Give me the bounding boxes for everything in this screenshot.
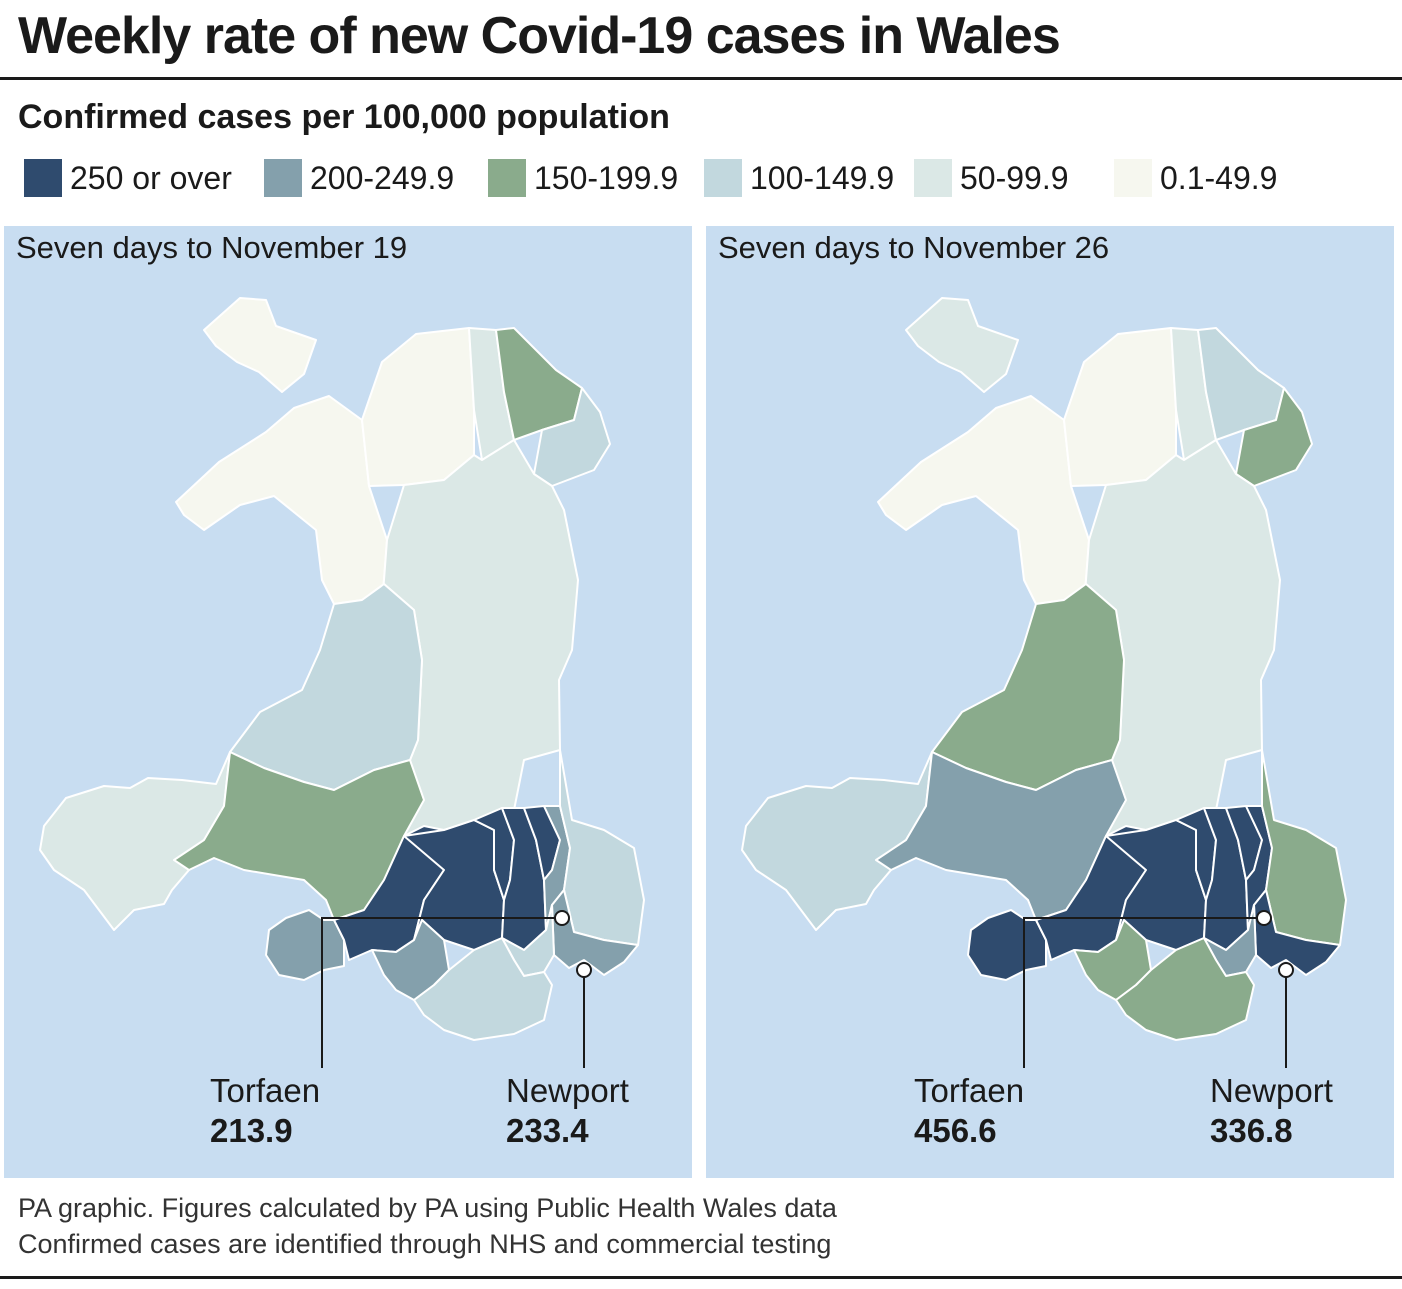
area-gwynedd (877, 395, 1090, 621)
chart-subtitle: Confirmed cases per 100,000 population (18, 98, 670, 136)
legend-item: 150-199.9 (488, 156, 678, 200)
area-newport (551, 889, 639, 976)
legend-swatch (1114, 159, 1152, 197)
footer-note: Confirmed cases are identified through N… (18, 1229, 832, 1259)
area-newport (1253, 889, 1341, 976)
callout-torfaen-value: 213.9 (210, 1112, 293, 1149)
legend-label: 100-149.9 (750, 159, 895, 196)
area-ceredigion (229, 583, 423, 791)
callout-torfaen-label: Torfaen (210, 1072, 321, 1109)
callout-torfaen-line (1023, 917, 1264, 1068)
legend-label: 0.1-49.9 (1160, 159, 1278, 196)
callout-newport-marker (1278, 962, 1294, 978)
map-panel-november-26: Seven days to November 26 Torfaen 456.6 … (706, 226, 1394, 1178)
legend-label: 150-199.9 (534, 159, 679, 196)
legend-swatch (264, 159, 302, 197)
area-monmouthshire (559, 749, 645, 946)
legend-swatch (704, 159, 742, 197)
wales-map (741, 297, 1347, 1068)
callout-newport-value: 336.8 (1210, 1112, 1293, 1149)
area-conwy (1063, 327, 1177, 487)
panel-title: Seven days to November 19 (16, 230, 408, 265)
map-panel-november-19: Seven days to November 19 Torfaen 213.9 … (4, 226, 692, 1178)
area-gwynedd (175, 395, 388, 621)
area-vale-of-glamorgan (1115, 937, 1255, 1041)
area-swansea (967, 909, 1047, 981)
area-conwy (361, 327, 475, 487)
wales-map (39, 297, 645, 1068)
legend-swatch (488, 159, 526, 197)
footer-source: PA graphic. Figures calculated by PA usi… (18, 1193, 837, 1223)
legend-item: 0.1-49.9 (1114, 156, 1277, 200)
legend: 250 or over 200-249.9 150-199.9 100-149.… (24, 156, 1394, 200)
legend-swatch (24, 159, 62, 197)
callout-torfaen-label: Torfaen (914, 1072, 1025, 1109)
legend-item: 100-149.9 (704, 156, 894, 200)
chart-title: Weekly rate of new Covid-19 cases in Wal… (18, 7, 1061, 65)
area-anglesey (203, 297, 317, 393)
callout-torfaen-value: 456.6 (914, 1112, 997, 1149)
callout-newport-marker (576, 962, 592, 978)
callout-newport-label: Newport (1210, 1072, 1333, 1109)
callout-newport-label: Newport (506, 1072, 629, 1109)
callout-torfaen-marker (1256, 910, 1272, 926)
callout-torfaen-line (321, 917, 562, 1068)
area-vale-of-glamorgan (413, 937, 553, 1041)
panel-title: Seven days to November 26 (718, 230, 1110, 265)
callout-newport-value: 233.4 (506, 1112, 589, 1149)
legend-item: 250 or over (24, 156, 232, 200)
bottom-rule (0, 1276, 1402, 1279)
legend-swatch (914, 159, 952, 197)
legend-label: 50-99.9 (960, 159, 1069, 196)
callout-torfaen-marker (554, 910, 570, 926)
legend-label: 200-249.9 (310, 159, 455, 196)
area-monmouthshire (1261, 749, 1347, 946)
legend-item: 200-249.9 (264, 156, 454, 200)
area-anglesey (905, 297, 1019, 393)
area-swansea (265, 909, 345, 981)
title-rule (0, 77, 1402, 80)
legend-item: 50-99.9 (914, 156, 1069, 200)
legend-label: 250 or over (70, 159, 232, 196)
area-ceredigion (931, 583, 1125, 791)
